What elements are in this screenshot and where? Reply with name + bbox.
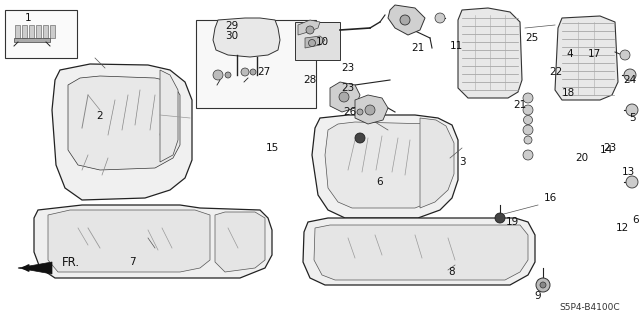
Text: 19: 19 xyxy=(506,217,518,227)
Polygon shape xyxy=(18,262,52,274)
Polygon shape xyxy=(388,5,425,35)
Polygon shape xyxy=(36,25,41,38)
Bar xyxy=(5,10,77,58)
Circle shape xyxy=(213,70,223,80)
Text: 15: 15 xyxy=(266,143,278,153)
Text: 2: 2 xyxy=(97,111,103,121)
Polygon shape xyxy=(458,8,522,98)
Text: 23: 23 xyxy=(604,143,616,153)
Polygon shape xyxy=(48,210,210,272)
Circle shape xyxy=(536,278,550,292)
Polygon shape xyxy=(213,18,280,57)
Bar xyxy=(196,20,316,108)
Circle shape xyxy=(400,15,410,25)
Circle shape xyxy=(626,176,638,188)
Text: 4: 4 xyxy=(566,49,573,59)
Text: 10: 10 xyxy=(316,37,328,47)
Polygon shape xyxy=(330,82,360,112)
Circle shape xyxy=(523,150,533,160)
Text: FR.: FR. xyxy=(62,256,80,269)
Circle shape xyxy=(524,115,532,124)
Text: 5: 5 xyxy=(628,113,636,123)
Circle shape xyxy=(540,282,546,288)
Text: 13: 13 xyxy=(621,167,635,177)
Text: 21: 21 xyxy=(513,100,527,110)
Polygon shape xyxy=(305,36,325,48)
Polygon shape xyxy=(325,122,452,208)
Circle shape xyxy=(241,68,249,76)
Circle shape xyxy=(495,213,505,223)
Circle shape xyxy=(624,69,636,81)
Circle shape xyxy=(620,50,630,60)
Text: 30: 30 xyxy=(225,31,239,41)
Circle shape xyxy=(339,92,349,102)
Circle shape xyxy=(250,69,256,75)
Polygon shape xyxy=(34,205,272,278)
Text: 22: 22 xyxy=(549,67,563,77)
Circle shape xyxy=(365,105,375,115)
Text: 7: 7 xyxy=(129,257,135,267)
Text: 18: 18 xyxy=(561,88,575,98)
Polygon shape xyxy=(160,70,178,162)
Polygon shape xyxy=(215,212,265,272)
Text: 17: 17 xyxy=(588,49,600,59)
Circle shape xyxy=(355,133,365,143)
Circle shape xyxy=(523,105,533,115)
Polygon shape xyxy=(68,76,180,170)
Text: 3: 3 xyxy=(459,157,465,167)
Polygon shape xyxy=(52,64,192,200)
Circle shape xyxy=(357,109,363,115)
Text: 11: 11 xyxy=(449,41,463,51)
Circle shape xyxy=(308,40,316,47)
Polygon shape xyxy=(303,218,535,285)
Polygon shape xyxy=(14,38,50,42)
Text: 25: 25 xyxy=(525,33,539,43)
Circle shape xyxy=(306,26,314,34)
Text: S5P4-B4100C: S5P4-B4100C xyxy=(559,302,620,311)
Text: 14: 14 xyxy=(600,145,612,155)
Circle shape xyxy=(435,13,445,23)
Text: 6: 6 xyxy=(377,177,383,187)
Bar xyxy=(295,22,340,60)
Polygon shape xyxy=(555,16,618,100)
Circle shape xyxy=(523,93,533,103)
Text: 26: 26 xyxy=(344,107,356,117)
Text: 20: 20 xyxy=(575,153,589,163)
Circle shape xyxy=(524,136,532,144)
Polygon shape xyxy=(15,25,20,38)
Circle shape xyxy=(523,125,533,135)
Polygon shape xyxy=(22,25,27,38)
Text: 1: 1 xyxy=(25,13,31,23)
Text: 8: 8 xyxy=(449,267,455,277)
Polygon shape xyxy=(314,225,528,280)
Text: 21: 21 xyxy=(412,43,424,53)
Text: 24: 24 xyxy=(623,75,637,85)
Text: 27: 27 xyxy=(257,67,271,77)
Text: 28: 28 xyxy=(303,75,317,85)
Polygon shape xyxy=(29,25,34,38)
Circle shape xyxy=(626,104,638,116)
Polygon shape xyxy=(298,20,320,35)
Polygon shape xyxy=(50,25,55,38)
Polygon shape xyxy=(420,118,454,208)
Text: 23: 23 xyxy=(341,63,355,73)
Text: 9: 9 xyxy=(534,291,541,301)
Text: 16: 16 xyxy=(543,193,557,203)
Polygon shape xyxy=(312,115,458,218)
Text: 29: 29 xyxy=(225,21,239,31)
Text: 23: 23 xyxy=(341,83,355,93)
Polygon shape xyxy=(355,95,388,124)
Circle shape xyxy=(225,72,231,78)
Text: 12: 12 xyxy=(616,223,628,233)
Text: 6: 6 xyxy=(633,215,639,225)
Polygon shape xyxy=(43,25,48,38)
